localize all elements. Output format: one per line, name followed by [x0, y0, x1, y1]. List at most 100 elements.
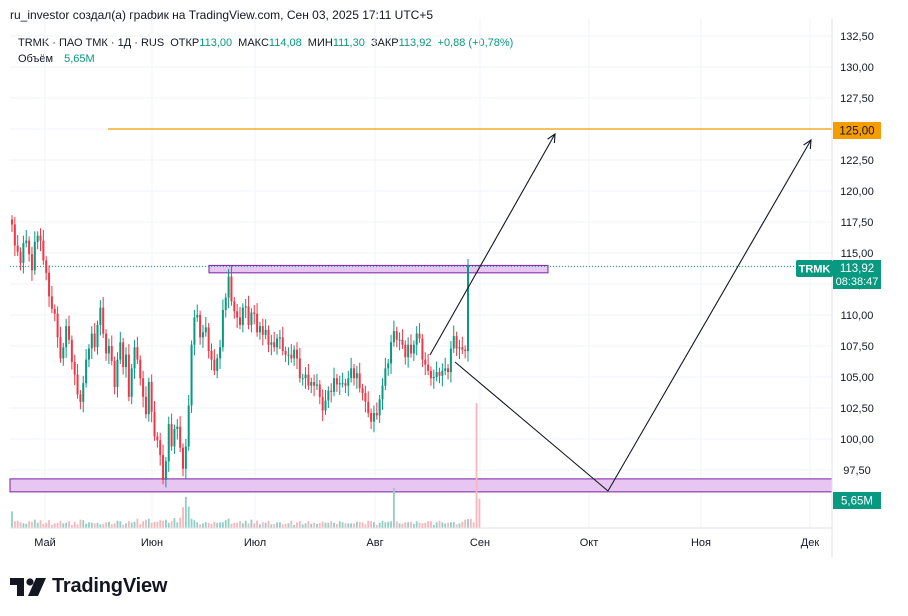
- candle-body: [310, 381, 313, 386]
- volume-bar: [224, 520, 227, 528]
- x-tick-label: Сен: [470, 537, 490, 549]
- volume-bar: [469, 518, 472, 528]
- candle-body: [105, 333, 108, 354]
- legend-open-label: ОТКР: [170, 37, 200, 49]
- volume-bar: [51, 524, 53, 528]
- volume-bar: [441, 522, 444, 528]
- x-tick-label: Ноя: [691, 537, 711, 549]
- candle-body: [404, 344, 407, 358]
- candle-body: [273, 342, 276, 348]
- candle-body: [464, 349, 467, 351]
- resistance-zone: [208, 264, 549, 274]
- candle-body: [333, 378, 336, 392]
- candle-body: [449, 348, 452, 373]
- candle-body: [182, 447, 184, 469]
- time-axis[interactable]: Май Июн Июл Авг Сен Окт Ноя Дек: [34, 537, 819, 549]
- volume-bar: [301, 524, 304, 528]
- chart-zones: [9, 128, 833, 493]
- candle-body: [318, 384, 321, 397]
- candle-body: [199, 315, 202, 338]
- volume-bar: [42, 523, 45, 528]
- candle-body: [390, 342, 393, 364]
- volume-bar: [341, 522, 344, 528]
- candle-body: [452, 336, 455, 349]
- candle-body: [16, 245, 19, 252]
- volume-bar: [33, 519, 36, 528]
- volume-bar: [241, 523, 244, 528]
- candle-body: [144, 396, 147, 415]
- volume-bar: [458, 523, 461, 528]
- candle-body: [216, 358, 219, 371]
- volume-bar: [430, 521, 432, 528]
- volume-bar: [361, 522, 364, 528]
- volume-bar: [76, 524, 79, 528]
- volume-bar: [353, 523, 355, 528]
- candle-body: [412, 344, 415, 354]
- candle-body: [392, 331, 395, 343]
- candle-body: [28, 240, 31, 255]
- volume-bar: [253, 523, 256, 528]
- volume-bar: [370, 521, 372, 528]
- tradingview-logo[interactable]: TradingView: [10, 575, 167, 598]
- candle-body: [418, 333, 421, 339]
- volume-bar: [82, 520, 85, 528]
- volume-bar: [150, 522, 153, 528]
- volume-bar: [53, 523, 56, 528]
- volume-bar: [455, 524, 458, 528]
- candle-body: [290, 354, 293, 359]
- price-badge-value: 113,92: [840, 263, 874, 275]
- candle-body: [153, 411, 156, 437]
- chart-legend: TRMK · ПАО ТМК · 1Д · RUS ОТКР113,00 МАК…: [18, 35, 513, 67]
- volume-bar: [412, 523, 415, 528]
- candle-body: [253, 312, 256, 314]
- volume-bar: [62, 523, 65, 528]
- y-tick-label: 97,50: [843, 465, 871, 477]
- volume-bar: [25, 523, 28, 528]
- volume-bar: [147, 518, 150, 528]
- candle-body: [239, 317, 241, 325]
- x-tick-label: Авг: [366, 537, 383, 549]
- volume-bar: [390, 521, 392, 528]
- candle-body: [73, 362, 76, 375]
- volume-bar: [179, 517, 182, 528]
- candle-body: [467, 266, 469, 351]
- candle-body: [278, 337, 281, 339]
- legend-low-label: МИН: [307, 37, 333, 49]
- candle-body: [39, 235, 42, 241]
- volume-bar: [187, 506, 190, 528]
- volume-bar: [139, 524, 142, 528]
- chart-caption: ru_investor создал(а) график на TradingV…: [10, 8, 434, 22]
- volume-bar: [210, 523, 213, 528]
- price-axis[interactable]: 132,50 130,00 127,50 122,50 120,00 117,50 115,…: [840, 31, 874, 477]
- candle-body: [116, 359, 119, 387]
- candle-body: [159, 440, 162, 456]
- volume-bars: [11, 403, 481, 528]
- volume-bar: [73, 521, 76, 528]
- volume-bar: [108, 521, 110, 528]
- volume-bar: [444, 523, 447, 528]
- candle-body: [327, 390, 330, 401]
- candle-body: [367, 401, 370, 413]
- volume-bar: [290, 520, 293, 528]
- candle-body: [424, 359, 427, 365]
- x-tick-label: Июл: [244, 537, 266, 549]
- legend-volume-label: Объём: [18, 53, 54, 65]
- candle-body: [213, 359, 216, 371]
- candle-body: [435, 372, 438, 377]
- candle-body: [50, 296, 53, 309]
- volume-bar: [478, 498, 481, 528]
- tradingview-logo-icon: [10, 577, 46, 596]
- volume-bar: [421, 523, 424, 528]
- candle-body: [113, 360, 116, 387]
- candle-body: [361, 388, 364, 394]
- x-tick-label: Дек: [801, 537, 820, 549]
- volume-bar: [250, 519, 253, 528]
- candle-body: [147, 381, 150, 415]
- volume-bar: [204, 522, 207, 528]
- candle-body: [11, 219, 13, 225]
- candle-body: [250, 312, 253, 325]
- candle-body: [179, 426, 182, 448]
- y-tick-label: 130,00: [840, 62, 874, 74]
- volume-bar: [438, 520, 441, 528]
